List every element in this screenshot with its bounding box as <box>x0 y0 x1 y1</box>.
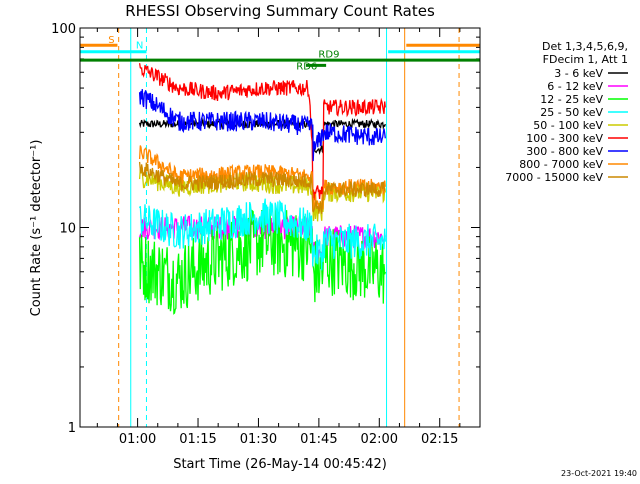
x-tick-label: 01:30 <box>240 432 277 447</box>
timestamp-stamp: 23-Oct-2021 19:40 <box>561 469 637 478</box>
event-annotation-label: S <box>108 35 114 46</box>
y-axis-label: Count Rate (s⁻¹ detector⁻¹) <box>29 140 44 317</box>
legend: Det 1,3,4,5,6,9, FDecim 1, Att 1 3 - 6 k… <box>505 40 628 184</box>
event-annotation-label: N <box>136 40 143 51</box>
event-annotation-label: RD9 <box>318 50 339 61</box>
legend-entry-label: 25 - 50 keV <box>540 106 603 119</box>
legend-entry-label: 7000 - 15000 keV <box>505 171 603 184</box>
y-tick-label: 100 <box>51 22 76 37</box>
series-line <box>138 198 386 271</box>
series-line <box>138 207 386 315</box>
y-tick-label: 1 <box>68 421 76 436</box>
x-tick-label: 01:45 <box>300 432 337 447</box>
chart-title: RHESSI Observing Summary Count Rates <box>125 2 435 20</box>
x-tick-label: 02:15 <box>421 432 458 447</box>
plot-frame <box>79 27 481 428</box>
legend-entry-label: 100 - 300 keV <box>526 132 603 145</box>
x-axis-label: Start Time (26-May-14 00:45:42) <box>173 457 387 472</box>
legend-entry-label: 300 - 800 keV <box>526 145 603 158</box>
x-tick-label: 01:15 <box>179 432 216 447</box>
event-annotation-label: RD6 <box>296 61 317 72</box>
y-tick-label: 10 <box>59 222 76 237</box>
legend-entry-label: 50 - 100 keV <box>533 119 603 132</box>
plot-area: 1 10 100 01:00 01:15 01:30 01:45 02:00 02:15 S N RD… <box>51 22 481 447</box>
series-line <box>138 161 386 214</box>
series-layer <box>138 63 386 315</box>
legend-header-line-2: FDecim 1, Att 1 <box>543 53 628 66</box>
legend-entry-label: 6 - 12 keV <box>547 80 603 93</box>
series-line <box>138 89 386 162</box>
legend-entry-label: 12 - 25 keV <box>540 93 603 106</box>
x-tick-label: 01:00 <box>119 432 156 447</box>
legend-entry-label: 3 - 6 keV <box>554 67 603 80</box>
series-line <box>138 63 386 201</box>
x-tick-label: 02:00 <box>361 432 398 447</box>
legend-header-line-1: Det 1,3,4,5,6,9, <box>542 40 628 53</box>
legend-entry-label: 800 - 7000 keV <box>519 158 603 171</box>
